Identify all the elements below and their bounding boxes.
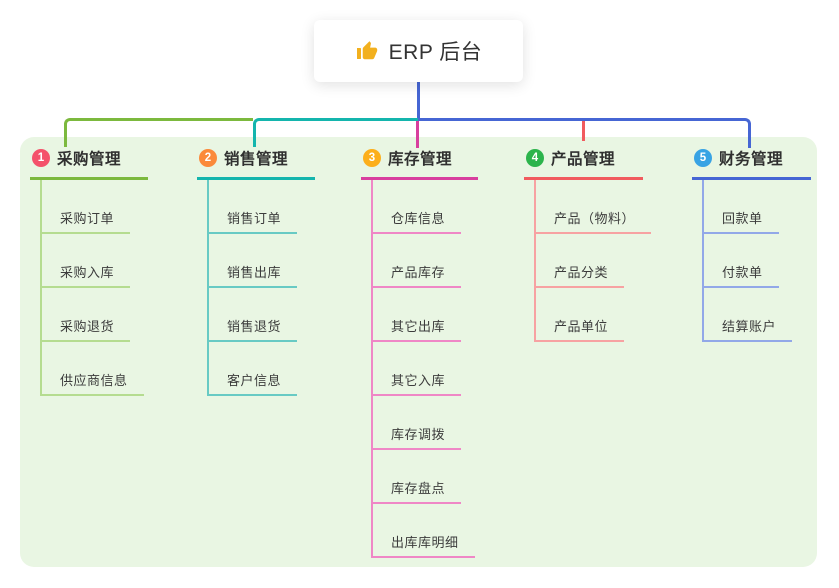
subnode-label: 仓库信息 (391, 211, 446, 226)
subnode[interactable]: 仓库信息 (373, 180, 462, 234)
subnode-label: 库存盘点 (391, 481, 446, 496)
subnode[interactable]: 客户信息 (209, 342, 298, 396)
branch-inventory: 3 库存管理仓库信息产品库存其它出库其它入库库存调拨库存盘点出库库明细 (361, 145, 478, 558)
branch-badge: 2 (199, 149, 217, 167)
subnode-label: 回款单 (722, 211, 763, 226)
subnode-label: 其它出库 (391, 319, 446, 334)
branch-items: 产品（物料） 产品分类产品单位 (534, 180, 652, 342)
subnode[interactable]: 采购订单 (42, 180, 131, 234)
branch-items: 销售订单销售出库销售退货客户信息 (207, 180, 315, 396)
branch-title: 库存管理 (388, 151, 453, 168)
root-title: ERP 后台 (388, 41, 483, 64)
subnode-label: 销售订单 (227, 211, 282, 226)
subnode-label: 其它入库 (391, 373, 446, 388)
branch-product: 4 产品管理产品（物料） 产品分类产品单位 (524, 145, 652, 342)
branch-items: 回款单付款单结算账户 (702, 180, 811, 342)
subnode[interactable]: 采购退货 (42, 288, 131, 342)
thumbs-up-icon (356, 41, 377, 60)
subnode-label: 客户信息 (227, 373, 282, 388)
subnode-label: 产品库存 (391, 265, 446, 280)
branch-badge: 3 (363, 149, 381, 167)
subnode[interactable]: 产品分类 (536, 234, 625, 288)
branch-sales: 2 销售管理销售订单销售出库销售退货客户信息 (197, 145, 315, 396)
branch-title: 产品管理 (551, 151, 616, 168)
subnode[interactable]: 产品单位 (536, 288, 625, 342)
subnode-label: 销售出库 (227, 265, 282, 280)
branch-badge: 4 (526, 149, 544, 167)
subnode[interactable]: 销售出库 (209, 234, 298, 288)
subnode[interactable]: 库存盘点 (373, 450, 462, 504)
connector-drop-product (582, 120, 585, 141)
root-node[interactable]: ERP 后台 (314, 20, 523, 82)
subnode-label: 付款单 (722, 265, 763, 280)
subnode[interactable]: 产品库存 (373, 234, 462, 288)
subnode-label: 产品（物料） (554, 211, 636, 226)
connector-branch-sales (253, 118, 418, 147)
subnode[interactable]: 结算账户 (704, 288, 793, 342)
subnode-label: 采购入库 (60, 265, 115, 280)
subnode-label: 库存调拨 (391, 427, 446, 442)
branch-finance: 5 财务管理回款单付款单结算账户 (692, 145, 811, 342)
subnode[interactable]: 出库库明细 (373, 504, 475, 558)
subnode[interactable]: 回款单 (704, 180, 779, 234)
subnode-label: 产品单位 (554, 319, 609, 334)
branch-node-sales[interactable]: 2 销售管理 (197, 145, 315, 180)
branch-node-product[interactable]: 4 产品管理 (524, 145, 643, 180)
connector-branch-finance (418, 118, 751, 148)
branch-node-finance[interactable]: 5 财务管理 (692, 145, 811, 180)
subnode-label: 采购退货 (60, 319, 115, 334)
subnode[interactable]: 销售订单 (209, 180, 298, 234)
subnode-label: 供应商信息 (60, 373, 128, 388)
subnode[interactable]: 产品（物料） (536, 180, 652, 234)
branch-badge: 5 (694, 149, 712, 167)
subnode-label: 结算账户 (722, 319, 777, 334)
subnode[interactable]: 供应商信息 (42, 342, 144, 396)
canvas-panel (20, 137, 817, 567)
subnode[interactable]: 销售退货 (209, 288, 298, 342)
branch-title: 采购管理 (57, 151, 122, 168)
subnode[interactable]: 其它出库 (373, 288, 462, 342)
connector-drop-inventory (416, 121, 419, 148)
branch-items: 采购订单采购入库采购退货供应商信息 (40, 180, 148, 396)
branch-purchase: 1 采购管理采购订单采购入库采购退货供应商信息 (30, 145, 148, 396)
subnode-label: 出库库明细 (391, 535, 459, 550)
branch-badge: 1 (32, 149, 50, 167)
connector-root-line (417, 82, 420, 121)
branch-node-purchase[interactable]: 1 采购管理 (30, 145, 148, 180)
branch-items: 仓库信息产品库存其它出库其它入库库存调拨库存盘点出库库明细 (371, 180, 478, 558)
branch-node-inventory[interactable]: 3 库存管理 (361, 145, 478, 180)
subnode-label: 销售退货 (227, 319, 282, 334)
branch-title: 财务管理 (719, 151, 784, 168)
subnode-label: 采购订单 (60, 211, 115, 226)
subnode[interactable]: 其它入库 (373, 342, 462, 396)
subnode-label: 产品分类 (554, 265, 609, 280)
connector-branch-purchase (64, 118, 253, 147)
branch-title: 销售管理 (224, 151, 289, 168)
subnode[interactable]: 采购入库 (42, 234, 131, 288)
subnode[interactable]: 付款单 (704, 234, 779, 288)
subnode[interactable]: 库存调拨 (373, 396, 462, 450)
